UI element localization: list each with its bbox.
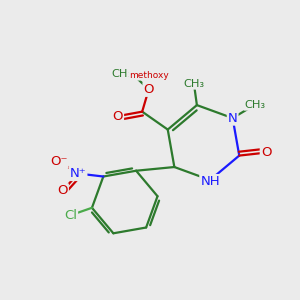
Text: CH₃: CH₃ — [244, 100, 266, 110]
Text: O: O — [57, 184, 68, 197]
Text: O⁻: O⁻ — [50, 154, 68, 168]
Text: NH: NH — [200, 175, 220, 188]
Text: methoxy: methoxy — [129, 71, 169, 80]
Text: N: N — [228, 112, 238, 124]
Text: O: O — [261, 146, 271, 159]
Text: CH₃: CH₃ — [183, 79, 205, 89]
Text: CH₃: CH₃ — [111, 69, 132, 79]
Text: Cl: Cl — [64, 209, 77, 222]
Text: N⁺: N⁺ — [70, 167, 86, 180]
Text: O: O — [112, 110, 123, 123]
Text: O: O — [143, 83, 154, 96]
